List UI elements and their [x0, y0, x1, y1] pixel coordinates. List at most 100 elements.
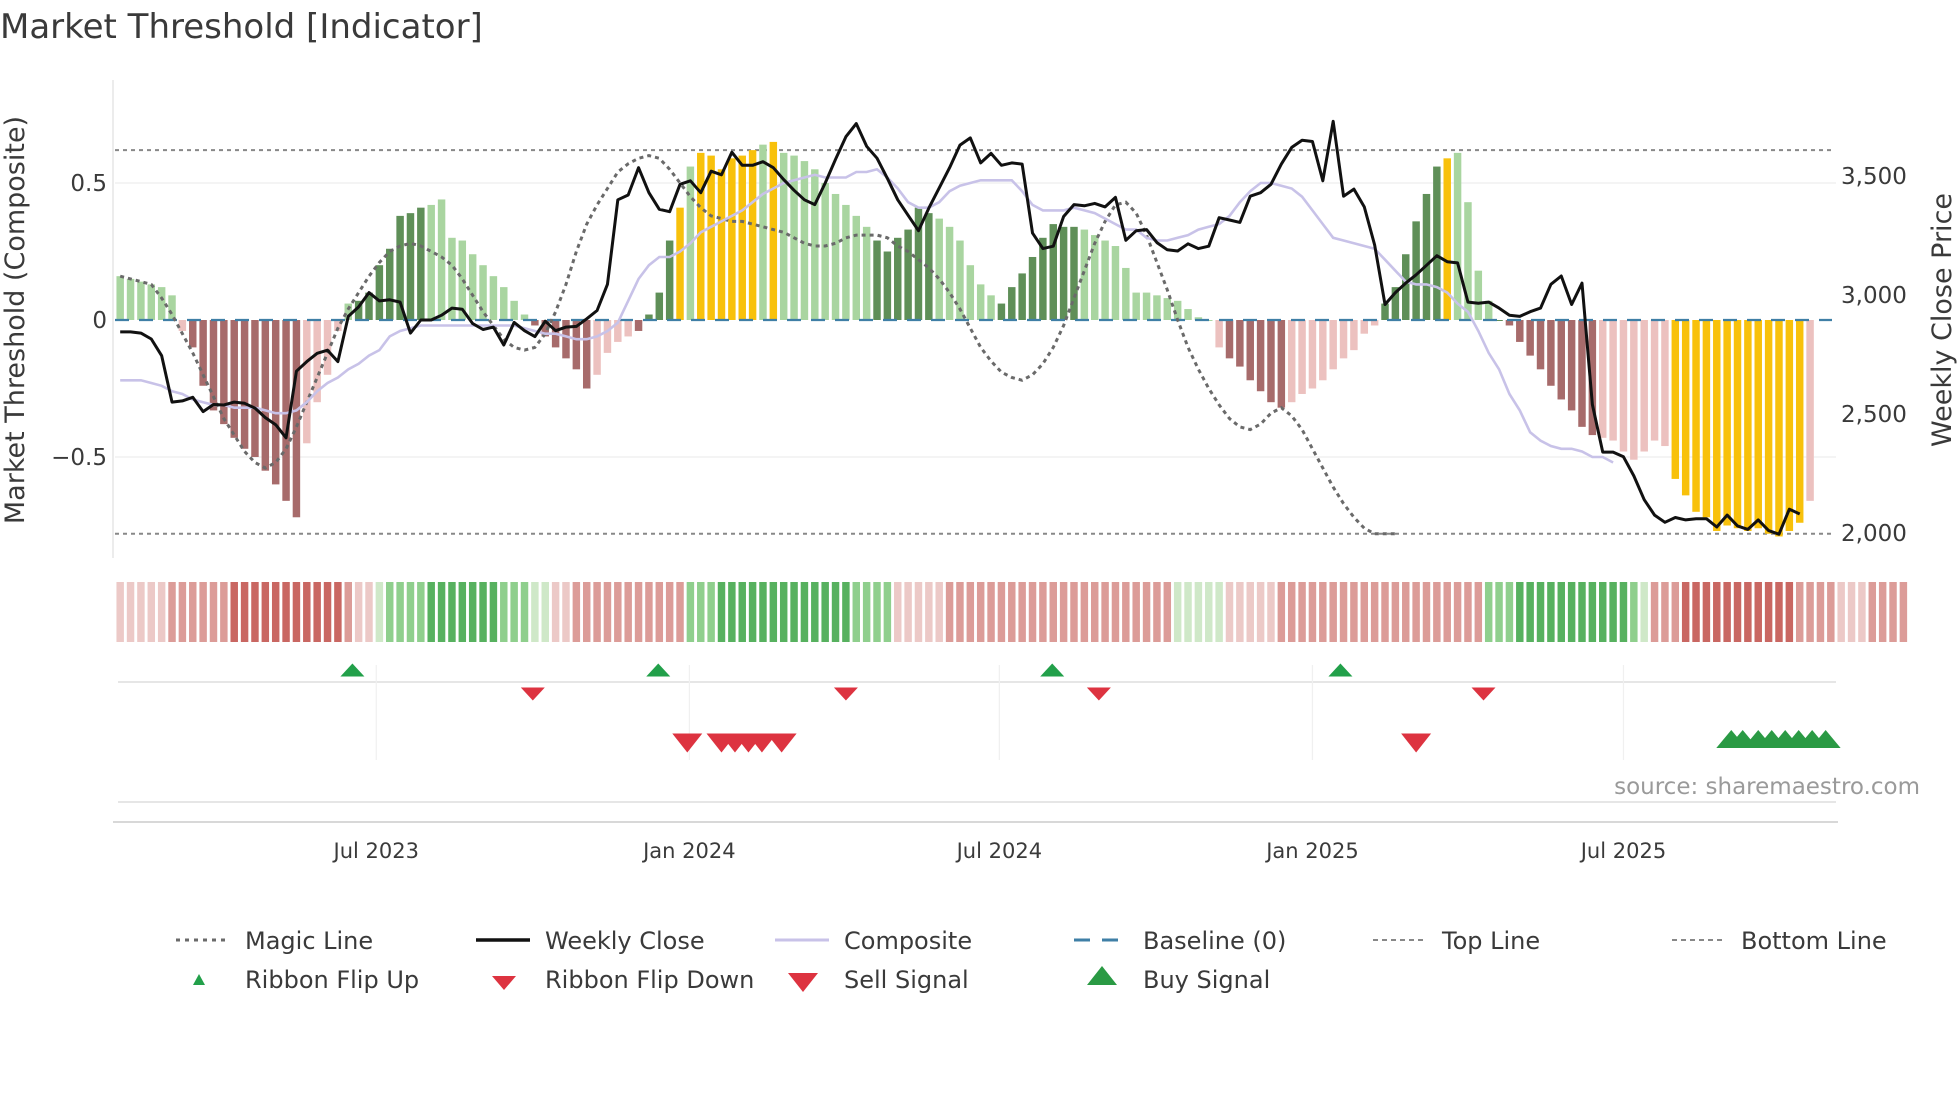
composite-bar	[500, 287, 508, 320]
composite-bar	[665, 240, 674, 320]
composite-bar	[925, 213, 933, 320]
composite-bar	[748, 150, 757, 320]
left-y-ticks: 0.5 0 −0.5	[51, 171, 107, 471]
ribbon-cell	[1173, 582, 1182, 642]
ribbon-cell	[292, 582, 301, 642]
ribbon-cell	[676, 582, 684, 642]
composite-bar	[904, 229, 912, 320]
ribbon-cell	[1070, 582, 1078, 642]
legend-label: Weekly Close	[545, 927, 705, 955]
composite-bar	[1713, 320, 1721, 531]
ribbon-cell	[1547, 582, 1555, 642]
ribbon-cell	[769, 582, 778, 642]
ribbon-cell	[790, 582, 798, 642]
ribbon-cell	[220, 582, 228, 642]
ribbon-cell	[582, 582, 591, 642]
ribbon-cell	[966, 582, 975, 642]
composite-bar	[1754, 320, 1762, 529]
ribbon-cell	[282, 582, 290, 642]
composite-bar	[1516, 320, 1524, 342]
composite-bar	[448, 237, 456, 320]
ribbon-cell	[1713, 582, 1721, 642]
composite-bar	[1319, 320, 1327, 381]
composite-bar	[1070, 226, 1078, 320]
ribbon-cell	[1827, 582, 1835, 642]
ribbon-cell	[562, 582, 570, 642]
ribbon-cell	[1350, 582, 1358, 642]
composite-bar	[406, 213, 415, 320]
ribbon-cell	[1681, 582, 1690, 642]
composite-bar	[717, 169, 726, 320]
composite-bar	[634, 320, 643, 331]
ribbon-cell	[1090, 582, 1099, 642]
composite-bar	[1090, 235, 1099, 320]
composite-bar	[1547, 320, 1555, 386]
ribbon-cell	[448, 582, 456, 642]
ribbon-cell	[1609, 582, 1617, 642]
ribbon-cell	[303, 582, 311, 642]
composite-bar	[116, 276, 124, 320]
ribbon-cell	[468, 582, 477, 642]
ribbon-cell	[1816, 582, 1825, 642]
composite-bar	[1578, 320, 1586, 427]
ribbon-cell	[1402, 582, 1410, 642]
ribbon-cell	[748, 582, 757, 642]
composite-bar	[468, 254, 477, 320]
legend-label: Baseline (0)	[1143, 927, 1286, 955]
ribbon-cell	[479, 582, 487, 642]
ribbon-cell	[1287, 582, 1296, 642]
ribbon-cell	[313, 582, 321, 642]
composite-bar	[157, 287, 166, 320]
composite-bar	[1132, 292, 1140, 320]
composite-bar	[655, 292, 664, 320]
ribbon-cell	[1588, 582, 1597, 642]
ribbon-cell	[1205, 582, 1213, 642]
ribbon-cell	[1858, 582, 1866, 642]
legend-item-top-line: Top Line	[1373, 927, 1540, 955]
ribbon-cell	[1661, 582, 1669, 642]
composite-bar	[1350, 320, 1358, 351]
composite-bar	[1246, 320, 1254, 381]
composite-bar	[738, 155, 746, 320]
legend-label: Composite	[844, 927, 972, 955]
ribbon-cell	[1837, 582, 1845, 642]
ribbon-cell	[1723, 582, 1731, 642]
composite-bar	[1764, 320, 1773, 534]
composite-bar	[1744, 320, 1752, 531]
signals-panel: source: sharemaestro.com	[118, 663, 1920, 803]
y-tick-label: 0.5	[70, 171, 107, 197]
composite-bar	[1681, 320, 1690, 496]
composite-bar	[1474, 270, 1483, 320]
legend-label: Bottom Line	[1741, 927, 1887, 955]
magic-line	[119, 154, 1396, 536]
composite-bar	[645, 314, 653, 320]
ribbon-flip-up-marker	[646, 663, 671, 677]
composite-bar	[728, 158, 736, 320]
ribbon-cell	[1692, 582, 1700, 642]
composite-bar	[935, 218, 943, 320]
ribbon-cell	[1806, 582, 1814, 642]
ribbon-cell	[1889, 582, 1897, 642]
composite-bar	[997, 303, 1006, 320]
y-tick-label: −0.5	[51, 445, 107, 471]
composite-bar	[489, 276, 498, 320]
ribbon-cell	[1142, 582, 1151, 642]
ribbon-cell	[1775, 582, 1783, 642]
ribbon-cell	[831, 582, 840, 642]
composite-bar	[811, 169, 819, 320]
ribbon-cell	[811, 582, 819, 642]
composite-bar	[1236, 320, 1244, 367]
ribbon-cell	[728, 582, 736, 642]
composite-bar	[1308, 320, 1317, 389]
ribbon-cell	[665, 582, 674, 642]
ribbon-cell	[1899, 582, 1908, 642]
ribbon-cell	[240, 582, 249, 642]
ribbon-cell	[1298, 582, 1306, 642]
ribbon-cell	[821, 582, 829, 642]
composite-bar	[707, 155, 715, 320]
legend-item-buy-signal: Buy Signal	[1087, 966, 1270, 994]
composite-bar	[1630, 320, 1638, 460]
ribbon-cell	[997, 582, 1006, 642]
ribbon-cell	[655, 582, 664, 642]
ribbon-cell	[624, 582, 632, 642]
